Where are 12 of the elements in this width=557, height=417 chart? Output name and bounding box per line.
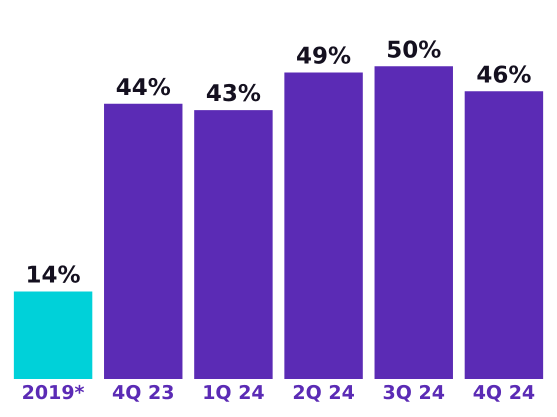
data-label: 50%: [386, 37, 442, 64]
x-tick-label: 2Q 24: [292, 382, 355, 404]
data-label: 14%: [26, 262, 81, 288]
x-tick-label: 3Q 24: [382, 382, 445, 404]
data-label: 49%: [296, 44, 352, 70]
x-tick-label: 2019*: [22, 382, 85, 404]
data-label: 46%: [476, 62, 532, 88]
x-tick-label: 4Q 23: [112, 382, 174, 404]
data-label: 43%: [206, 81, 261, 108]
x-tick-label: 4Q 24: [472, 382, 536, 404]
x-tick-label: 1Q 24: [202, 382, 265, 404]
data-label: 44%: [116, 74, 171, 101]
